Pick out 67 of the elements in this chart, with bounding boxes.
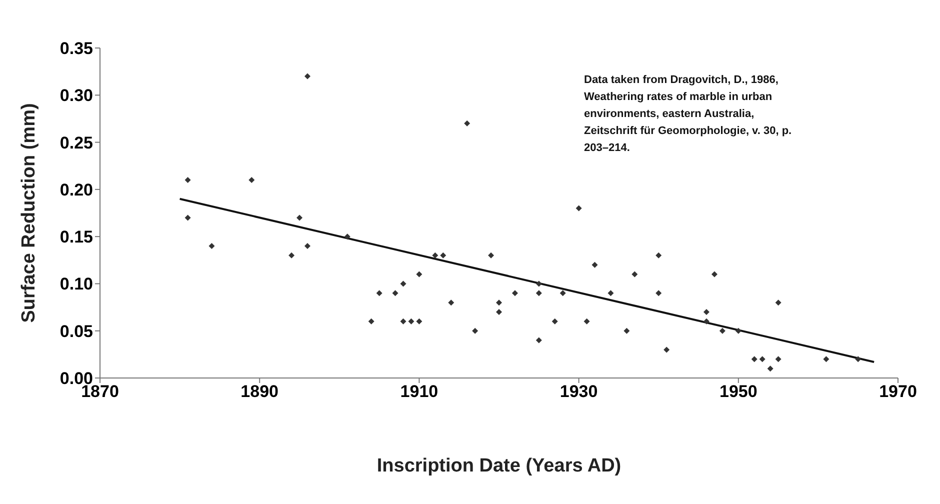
point	[735, 328, 742, 334]
point	[560, 290, 566, 296]
point	[703, 318, 710, 324]
point	[664, 346, 670, 353]
point	[416, 271, 422, 278]
y-tick-label: 0.25	[60, 133, 93, 152]
point	[184, 177, 191, 183]
point	[304, 243, 310, 249]
x-tick-label: 1930	[560, 382, 598, 402]
point	[184, 214, 191, 221]
y-tick-label: 0.35	[60, 39, 93, 58]
y-tick-label: 0.05	[60, 322, 93, 341]
point	[719, 328, 726, 334]
point	[304, 73, 310, 80]
point	[496, 309, 502, 315]
point	[823, 356, 830, 362]
point	[775, 356, 782, 362]
point	[855, 356, 862, 362]
point	[711, 271, 718, 278]
point	[536, 290, 542, 296]
point	[496, 300, 502, 306]
point	[400, 318, 406, 324]
point	[376, 290, 382, 296]
point	[432, 252, 438, 258]
point	[536, 337, 542, 344]
point	[656, 252, 662, 258]
point	[656, 290, 662, 296]
point	[400, 280, 406, 287]
point	[344, 234, 350, 240]
x-tick-label: 1970	[879, 382, 917, 402]
x-tick-label: 1910	[400, 382, 438, 402]
point	[632, 271, 638, 278]
point	[368, 318, 374, 324]
point	[576, 205, 582, 212]
point	[775, 300, 782, 306]
point	[759, 356, 766, 362]
point	[296, 214, 302, 221]
y-tick-label: 0.15	[60, 228, 93, 247]
point	[408, 318, 414, 324]
x-axis-title: Inscription Date (Years AD)	[376, 455, 622, 476]
point	[536, 280, 542, 287]
y-tick-label: 0.10	[60, 274, 93, 294]
point	[512, 290, 518, 296]
point	[208, 243, 215, 249]
point	[584, 318, 590, 324]
point	[416, 318, 422, 324]
y-tick-label: 0.20	[60, 180, 93, 200]
point	[624, 328, 630, 334]
point	[488, 252, 494, 258]
point	[767, 366, 774, 372]
x-tick-label: 1890	[240, 382, 279, 402]
point	[464, 120, 470, 126]
point	[440, 252, 446, 258]
point	[448, 300, 454, 306]
point	[552, 318, 558, 324]
point	[288, 252, 295, 258]
point	[608, 290, 614, 296]
y-axis-title: Surface Reduction (mm)	[18, 103, 40, 323]
y-tick-label: 0.30	[60, 86, 93, 106]
point	[751, 356, 758, 362]
x-tick-label: 1950	[719, 382, 758, 402]
point	[248, 177, 255, 183]
point	[392, 290, 398, 296]
point	[472, 328, 478, 334]
point	[703, 309, 710, 315]
source-note: Data taken from Dragovitch, D., 1986, Weathering rates of marble in urban environments, eastern Australia, Zeitschrift für Geomorphologie, v. 30, p. 203–214.	[584, 73, 793, 156]
point	[592, 262, 598, 268]
